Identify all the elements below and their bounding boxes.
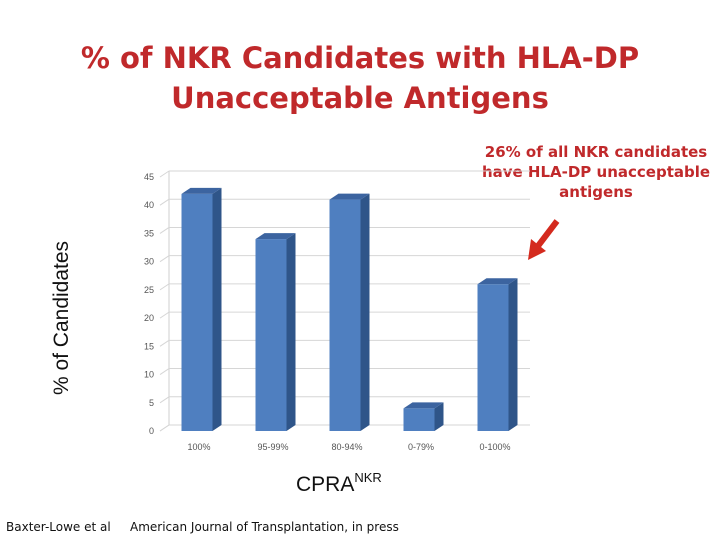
chart-title: % of NKR Candidates with HLA-DP Unaccept… bbox=[80, 41, 640, 115]
y-tick-label: 35 bbox=[144, 228, 154, 238]
bar-side bbox=[286, 233, 296, 431]
y-tick-label: 30 bbox=[144, 257, 154, 267]
gridline-diagonal bbox=[159, 311, 170, 319]
chart-back-panel bbox=[159, 171, 170, 432]
gridline-diagonal bbox=[159, 283, 170, 291]
x-axis-label-text: CPRA bbox=[296, 473, 355, 496]
gridline-diagonal bbox=[159, 198, 170, 206]
y-tick-label: 10 bbox=[144, 370, 154, 380]
annotation-text: 26% of all NKR candidates have HLA-DP un… bbox=[481, 143, 711, 201]
x-tick-label: 100% bbox=[187, 442, 210, 452]
bar-front bbox=[477, 284, 509, 431]
bar-top bbox=[181, 187, 222, 194]
x-tick-label: 0-79% bbox=[408, 442, 434, 452]
bar-front bbox=[403, 408, 435, 431]
bar bbox=[403, 402, 444, 431]
gridline-diagonal bbox=[159, 339, 170, 347]
x-tick-label: 80-94% bbox=[331, 442, 362, 452]
red-arrow-icon bbox=[528, 219, 560, 260]
bars bbox=[181, 187, 518, 431]
y-tick-label: 40 bbox=[144, 200, 154, 210]
bar-front bbox=[255, 239, 287, 431]
x-axis-label-superscript: NKR bbox=[354, 470, 382, 485]
bar-top bbox=[255, 233, 296, 240]
y-tick-label: 15 bbox=[144, 341, 154, 351]
bar bbox=[181, 187, 222, 431]
bar-side bbox=[434, 402, 444, 431]
gridline-diagonal bbox=[159, 368, 170, 375]
bar-side bbox=[360, 193, 370, 431]
x-tick-label: 0-100% bbox=[479, 442, 510, 452]
bar-front bbox=[329, 199, 361, 431]
bar bbox=[477, 278, 518, 431]
gridline-diagonal bbox=[159, 396, 170, 404]
bar-front bbox=[181, 193, 213, 431]
bar-top bbox=[403, 402, 444, 409]
y-tick-label: 5 bbox=[149, 398, 154, 408]
y-tick-labels: 0 5 10 15 20 25 30 35 40 45 bbox=[144, 172, 154, 436]
x-category-labels: 100% 95-99% 80-94% 0-79% 0-100% bbox=[187, 442, 510, 452]
bar-top bbox=[329, 193, 370, 200]
x-axis-label: CPRANKR bbox=[296, 470, 382, 497]
y-axis-label: % of Candidates bbox=[50, 240, 73, 396]
y-tick-label: 25 bbox=[144, 285, 154, 295]
gridline-diagonal bbox=[159, 255, 170, 263]
bar-top bbox=[477, 278, 518, 285]
gridline-diagonal bbox=[159, 424, 170, 432]
bar bbox=[329, 193, 370, 431]
bar bbox=[255, 233, 296, 431]
bar-side bbox=[212, 187, 222, 431]
gridline-diagonal bbox=[159, 170, 170, 178]
y-tick-label: 45 bbox=[144, 172, 154, 182]
citation-authors: Baxter-Lowe et al bbox=[6, 520, 111, 534]
x-tick-label: 95-99% bbox=[257, 442, 288, 452]
y-tick-label: 20 bbox=[144, 313, 154, 323]
gridline-diagonal bbox=[159, 227, 170, 234]
bar-side bbox=[508, 278, 518, 431]
citation-journal: American Journal of Transplantation, in … bbox=[130, 520, 399, 534]
y-tick-label: 0 bbox=[149, 426, 154, 436]
